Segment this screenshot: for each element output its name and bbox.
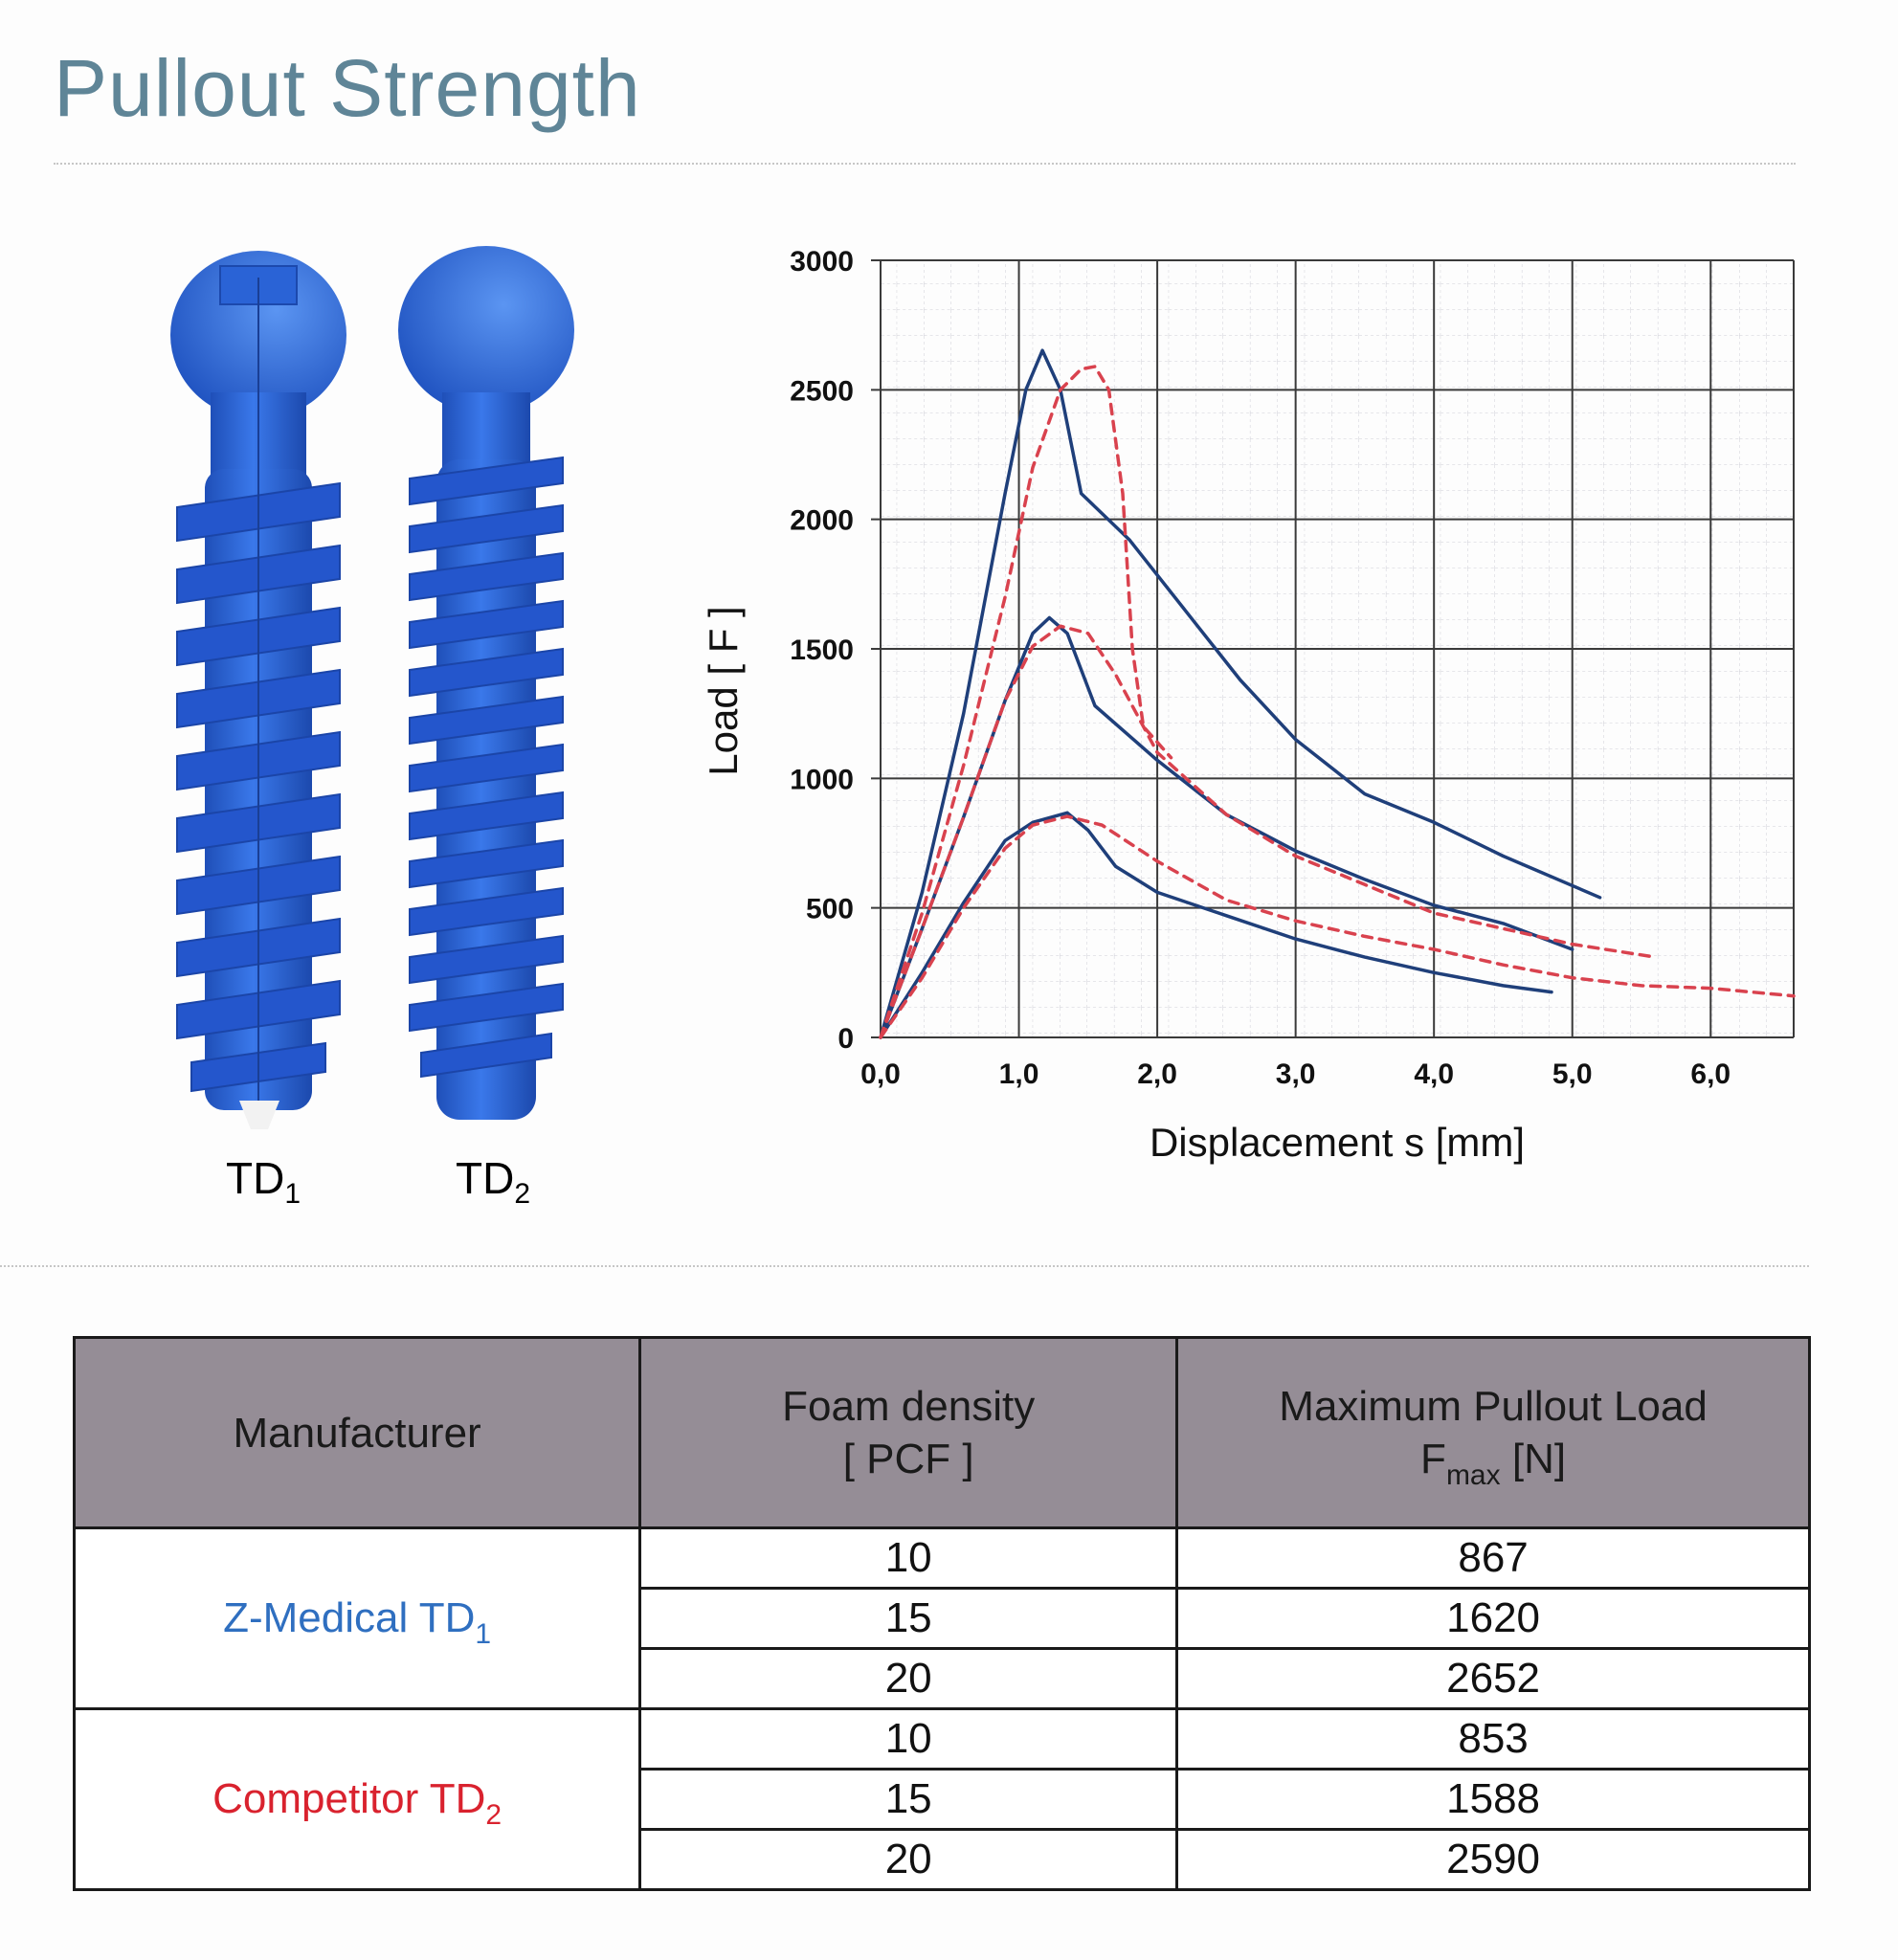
chart-x-axis-label: Displacement s [mm] — [1150, 1120, 1525, 1165]
td2-label: TD2 — [456, 1152, 530, 1211]
manufacturer-cell-td2: Competitor TD2 — [72, 1707, 642, 1891]
chart-x-tick-label: 5,0 — [1552, 1058, 1593, 1090]
chart-x-tick-label: 4,0 — [1414, 1058, 1454, 1090]
header-foam-density-line1: Foam density — [782, 1383, 1036, 1430]
load-cell: 1620 — [1175, 1587, 1811, 1650]
load-cell: 853 — [1175, 1707, 1811, 1771]
density-cell: 20 — [638, 1647, 1179, 1710]
screw-td2-image — [398, 246, 574, 1120]
product-figure: 0,0 1,0 2,0 3,0 4,0 5,0 6,0 0 500 1000 1500 2000 250… — [170, 246, 1796, 1165]
td2-label-sub: 2 — [514, 1178, 531, 1211]
td1-label: TD1 — [226, 1152, 301, 1211]
manufacturer-name: Z-Medical TD — [223, 1594, 476, 1641]
manufacturer-name: Competitor TD — [212, 1775, 486, 1822]
density-cell: 20 — [638, 1828, 1179, 1891]
chart-x-tick-label: 2,0 — [1137, 1058, 1177, 1090]
chart-y-tick-label: 1500 — [790, 635, 854, 666]
header-foam-density-unit: [ PCF ] — [842, 1436, 974, 1482]
manufacturer-subscript: 2 — [485, 1799, 502, 1831]
chart-y-tick-label: 2000 — [790, 505, 854, 537]
table-row: 15 1588 — [75, 1768, 1811, 1831]
table-row: Competitor TD2 10 853 — [72, 1707, 1811, 1891]
table-row: 20 2590 — [75, 1828, 1811, 1891]
header-max-pullout-load: Maximum Pullout Load Fmax [N] — [1175, 1336, 1811, 1529]
table-row: Z-Medical TD1 10 867 — [72, 1526, 1811, 1710]
chart-x-tick-label: 3,0 — [1276, 1058, 1316, 1090]
chart-series-td2-line — [879, 365, 1173, 1039]
chart-y-tick-label: 3000 — [790, 246, 854, 278]
density-cell: 10 — [638, 1526, 1179, 1590]
chart-series-td2-line — [879, 624, 1658, 1039]
top-divider — [54, 163, 1796, 165]
chart-y-tick-label: 1000 — [790, 764, 854, 795]
header-load-subscript: max — [1445, 1459, 1501, 1491]
pullout-results-table: Manufacturer Foam density [ PCF ] Maximu… — [72, 1336, 1811, 1891]
chart-series-td1-line — [879, 348, 1602, 1039]
middle-divider — [0, 1265, 1809, 1267]
density-cell: 10 — [638, 1707, 1179, 1771]
load-cell: 1588 — [1175, 1768, 1811, 1831]
load-cell: 2590 — [1175, 1828, 1811, 1891]
density-cell: 15 — [638, 1768, 1179, 1831]
td2-label-text: TD — [456, 1153, 515, 1203]
page-title: Pullout Strength — [54, 43, 641, 133]
table-row: 20 2652 — [75, 1647, 1811, 1710]
td1-label-text: TD — [226, 1153, 285, 1203]
chart-y-axis-label: Load [ F ] — [701, 606, 746, 775]
header-load-line1: Maximum Pullout Load — [1279, 1383, 1708, 1430]
chart-series-td1-line — [879, 811, 1553, 1039]
density-cell: 15 — [638, 1587, 1179, 1650]
chart-y-tick-label: 500 — [806, 894, 854, 925]
header-load-unit: [N] — [1511, 1436, 1567, 1482]
load-displacement-chart: 0,0 1,0 2,0 3,0 4,0 5,0 6,0 0 500 1000 1500 2000 250… — [701, 246, 1796, 1165]
manufacturer-cell-td1: Z-Medical TD1 — [72, 1526, 642, 1710]
load-cell: 867 — [1175, 1526, 1811, 1590]
chart-x-tick-label: 0,0 — [860, 1058, 901, 1090]
chart-x-tick-label: 6,0 — [1690, 1058, 1731, 1090]
td1-label-sub: 1 — [284, 1178, 301, 1211]
screw-td1-image — [170, 251, 346, 1129]
load-cell: 2652 — [1175, 1647, 1811, 1710]
header-manufacturer: Manufacturer — [72, 1336, 642, 1529]
chart-y-tick-label: 2500 — [790, 375, 854, 407]
table-header-row: Manufacturer Foam density [ PCF ] Maximu… — [72, 1336, 1811, 1529]
chart-y-tick-label: 0 — [837, 1023, 854, 1055]
table-row: 15 1620 — [75, 1587, 1811, 1650]
header-foam-density: Foam density [ PCF ] — [638, 1336, 1179, 1529]
header-load-symbol: F — [1420, 1436, 1446, 1482]
chart-x-tick-label: 1,0 — [999, 1058, 1039, 1090]
manufacturer-subscript: 1 — [475, 1618, 492, 1650]
